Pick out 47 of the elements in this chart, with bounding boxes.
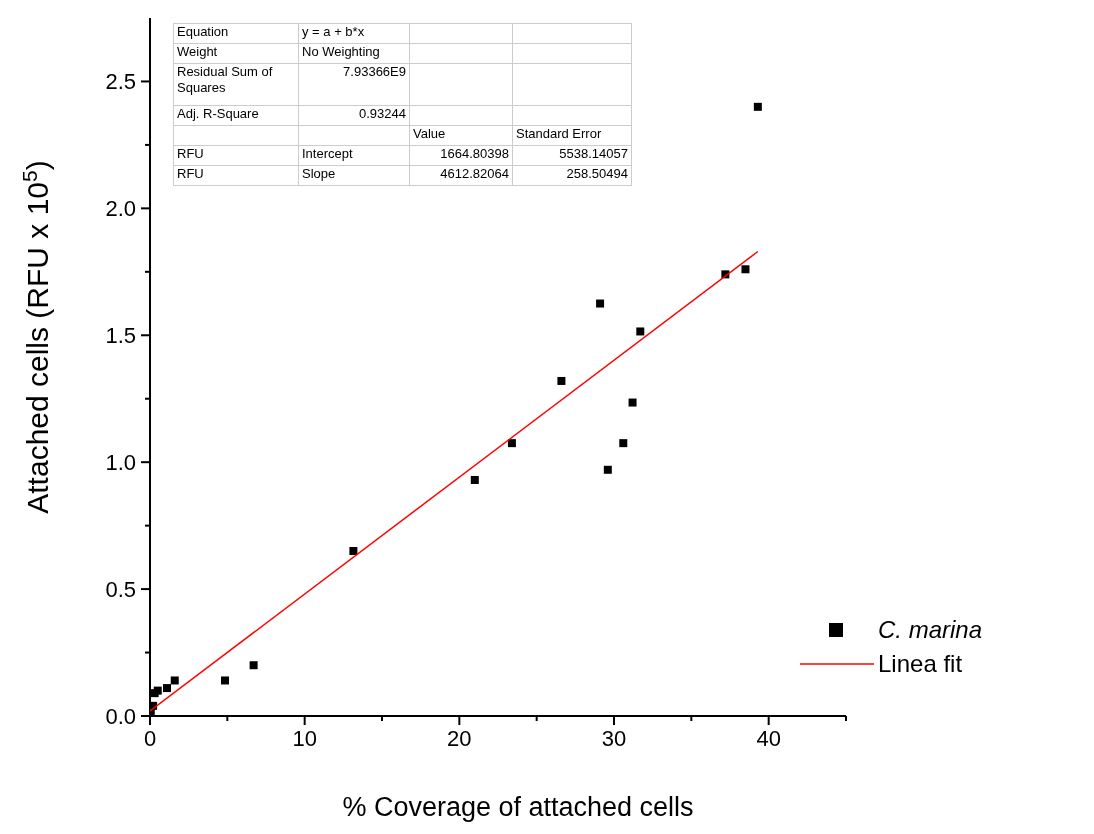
annotation: y = a + b*x [302,24,365,39]
point [741,265,750,274]
annotation: 0.93244 [359,106,406,121]
annotation: 5538.14057 [559,146,628,161]
annotation: No Weighting [302,44,380,59]
point [619,439,628,448]
y-tick-label: 0.5 [105,577,136,603]
point [628,398,637,407]
x-tick-label: 40 [756,726,781,751]
y-tick-label: 1.0 [105,450,136,476]
legend-label: Linea fit [878,650,963,678]
point [557,376,566,385]
point [603,465,612,474]
x-tick-label: 30 [601,726,627,751]
x-tick-label: 0 [143,726,157,751]
x-tick-label: 10 [292,726,317,751]
point [349,547,358,556]
annotation: Equation [177,24,229,39]
annotation: 7.93366E9 [343,64,406,79]
annotation: Value [413,126,446,141]
x-tick-label: 20 [447,726,472,751]
point [249,661,258,670]
annotation: RFU [177,166,204,181]
annotation: Slope [302,166,336,181]
legend-label: C. marina [878,616,983,644]
point [507,439,516,448]
annotation: Residual Sum of Squares [177,64,273,95]
y-tick-label: 2.5 [105,69,136,95]
annotation: Standard Error [516,126,602,141]
x-axis-title: % Coverage of attached cells [342,792,694,822]
text: 0.0 [105,704,136,729]
point [221,676,230,685]
annotation: 258.50494 [566,166,628,181]
y-tick-label: 1.5 [105,323,136,349]
annotation: 4612.82064 [440,166,509,181]
annotation: 1664.80398 [440,146,509,161]
point [170,676,179,685]
point [636,327,645,336]
point [470,475,479,484]
annotation: Intercept [302,146,353,161]
annotation: Adj. R-Square [177,106,259,121]
annotation: Weight [177,44,218,59]
point [753,102,762,111]
y-tick-label: 2.0 [105,196,136,222]
point [163,684,172,693]
annotation: RFU [177,146,204,161]
point [596,299,605,308]
